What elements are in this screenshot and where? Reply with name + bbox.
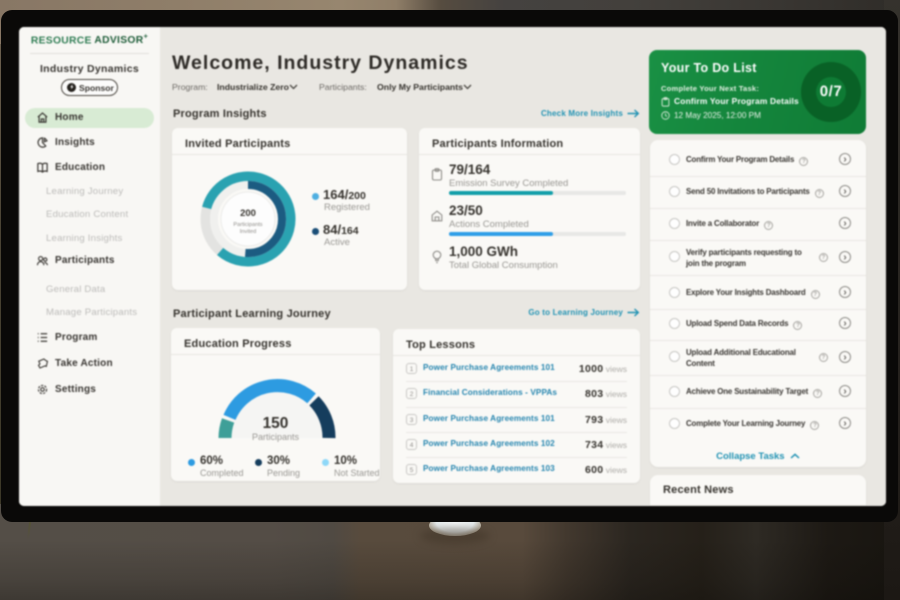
svg-text:Invited: Invited [240, 229, 256, 235]
svg-text:200: 200 [240, 208, 256, 219]
svg-text:Participants: Participants [233, 222, 262, 228]
